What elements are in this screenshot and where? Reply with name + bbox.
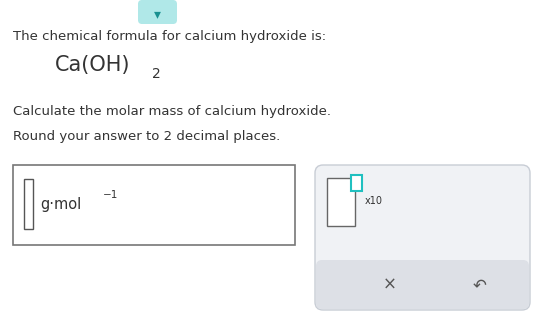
Bar: [327, 178, 355, 226]
Text: The chemical formula for calcium hydroxide is:: The chemical formula for calcium hydroxi…: [13, 30, 326, 43]
Text: g·mol: g·mol: [40, 197, 81, 212]
FancyBboxPatch shape: [138, 0, 177, 24]
FancyBboxPatch shape: [316, 260, 529, 309]
Bar: [13, 165, 295, 245]
Text: 2: 2: [152, 67, 161, 81]
Text: x10: x10: [365, 196, 383, 206]
Text: ↶: ↶: [473, 276, 487, 294]
Text: Calculate the molar mass of calcium hydroxide.: Calculate the molar mass of calcium hydr…: [13, 105, 331, 118]
Text: Ca(OH): Ca(OH): [55, 55, 130, 75]
Text: −1: −1: [103, 190, 118, 200]
Text: Round your answer to 2 decimal places.: Round your answer to 2 decimal places.: [13, 130, 280, 143]
FancyBboxPatch shape: [315, 165, 530, 310]
Text: ▾: ▾: [154, 7, 161, 21]
Bar: [351, 175, 362, 191]
Text: ×: ×: [383, 276, 397, 294]
Bar: [24, 179, 33, 229]
